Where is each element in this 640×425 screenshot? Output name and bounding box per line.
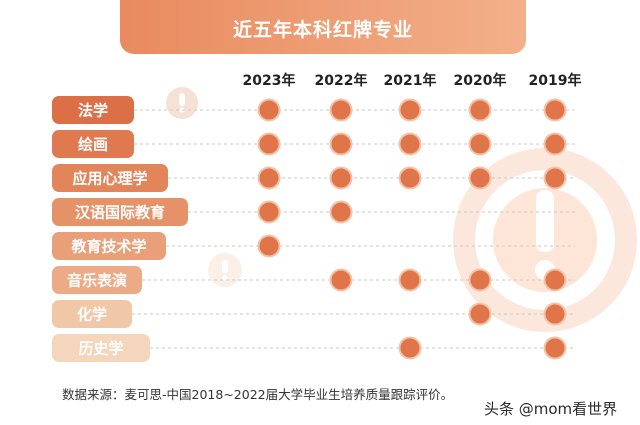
red-card-dot <box>468 132 492 156</box>
flag-dots <box>257 98 567 360</box>
row-guide-lines <box>132 109 575 349</box>
major-label-pill <box>52 334 150 362</box>
red-card-dot <box>543 132 567 156</box>
red-card-dot <box>257 166 281 190</box>
warning-small-icon-2 <box>208 253 242 287</box>
major-label-pill <box>52 300 132 328</box>
red-card-dot <box>329 268 353 292</box>
red-card-dot <box>543 336 567 360</box>
major-label-pill <box>52 266 142 294</box>
major-label-pill <box>52 198 188 226</box>
year-headers: 2023年 2022年 2021年 2020年 2019年 <box>243 72 582 89</box>
major-label: 化学 <box>77 306 107 324</box>
red-card-dot <box>329 98 353 122</box>
major-label: 音乐表演 <box>67 272 127 290</box>
red-card-dot <box>257 200 281 224</box>
red-card-dot <box>468 268 492 292</box>
red-card-dot <box>257 234 281 258</box>
major-label: 应用心理学 <box>72 170 147 188</box>
red-card-dot <box>329 132 353 156</box>
red-card-dot <box>398 336 422 360</box>
year-header: 2023年 <box>243 72 296 89</box>
red-card-dot <box>468 302 492 326</box>
major-label: 历史学 <box>78 340 123 358</box>
year-header: 2019年 <box>529 72 582 89</box>
source-note: 数据来源：麦可思-中国2018~2022届大学毕业生培养质量跟踪评价。 <box>62 387 454 402</box>
red-card-dot <box>257 132 281 156</box>
red-card-dot <box>398 166 422 190</box>
major-label: 绘画 <box>78 136 108 154</box>
major-label: 汉语国际教育 <box>75 204 165 222</box>
red-card-dot <box>329 166 353 190</box>
major-label-pill <box>52 130 134 158</box>
red-card-dot <box>398 268 422 292</box>
red-card-dot <box>543 268 567 292</box>
major-label-pill <box>52 96 134 124</box>
red-card-dot <box>468 98 492 122</box>
chart-title: 近五年本科红牌专业 <box>232 19 413 41</box>
major-label: 法学 <box>78 102 108 120</box>
red-card-dot <box>329 200 353 224</box>
red-card-dot <box>543 98 567 122</box>
red-card-dot <box>543 166 567 190</box>
major-label-pill <box>52 164 168 192</box>
warning-sign-icon <box>453 148 637 332</box>
watermark: 头条 @mom看世界 <box>484 400 618 418</box>
year-header: 2020年 <box>454 72 507 89</box>
year-header: 2022年 <box>315 72 368 89</box>
warning-small-icon <box>166 87 198 119</box>
red-card-dot <box>257 98 281 122</box>
major-label-pill <box>52 232 166 260</box>
red-card-dot <box>543 302 567 326</box>
year-header: 2021年 <box>384 72 437 89</box>
red-card-dot <box>398 132 422 156</box>
major-label: 教育技术学 <box>70 238 146 256</box>
red-card-dot <box>468 166 492 190</box>
title-banner: 近五年本科红牌专业 <box>120 0 526 54</box>
red-card-dot <box>398 98 422 122</box>
